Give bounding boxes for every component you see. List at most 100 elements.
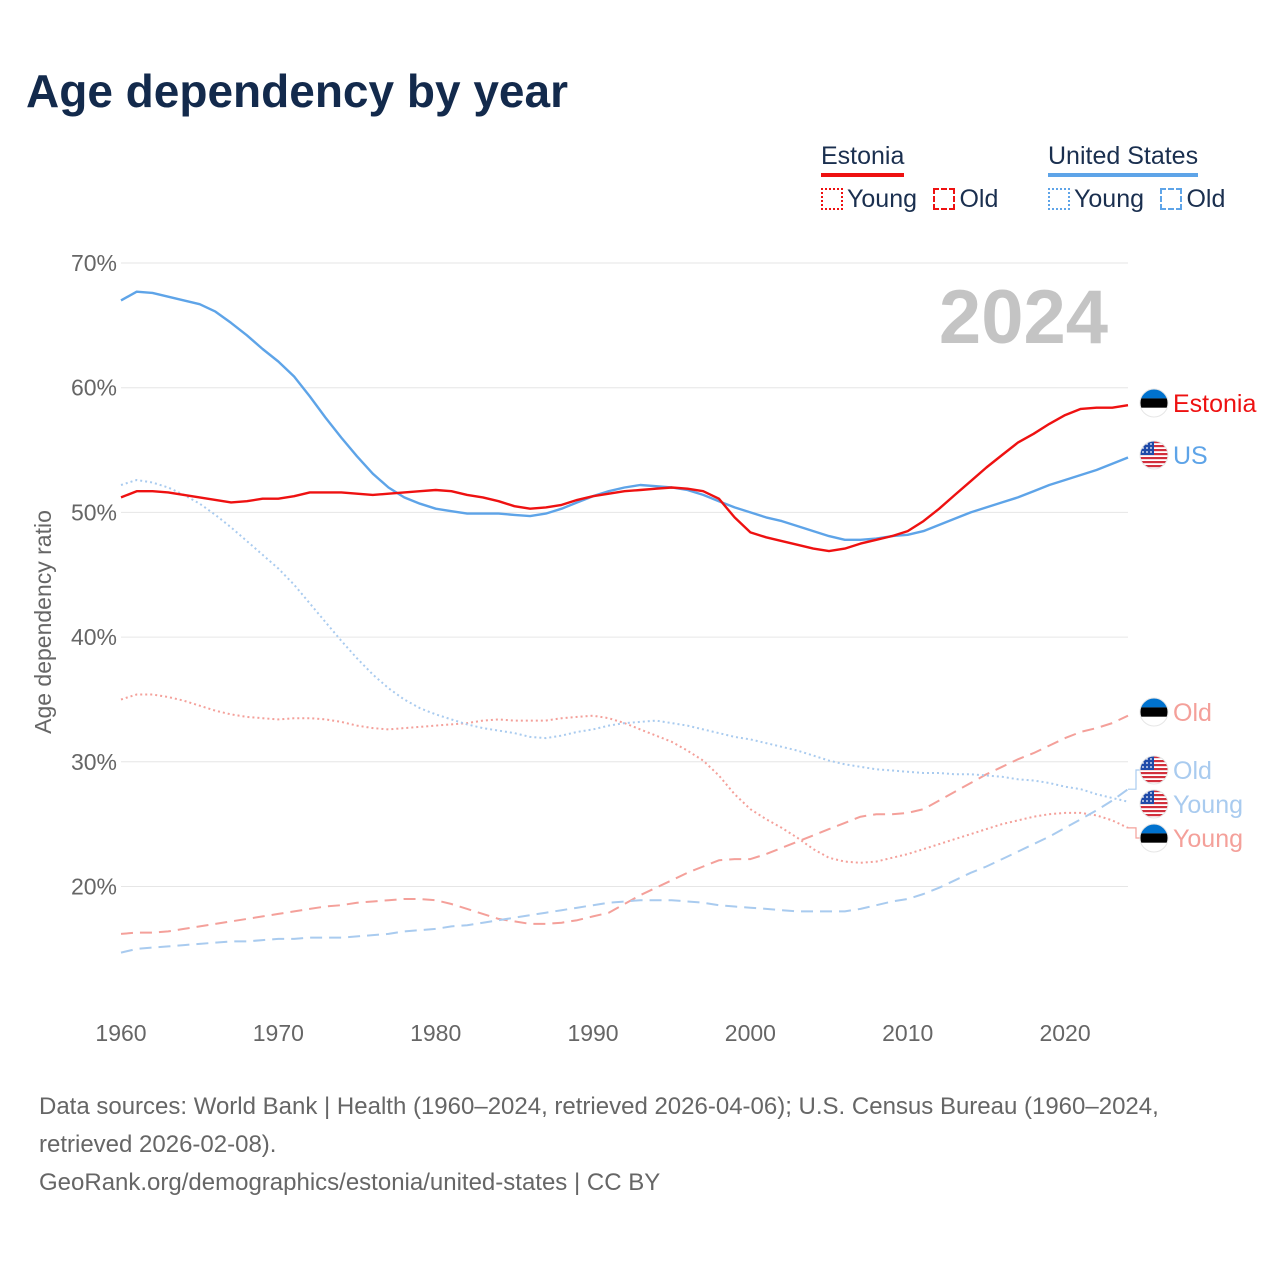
flag-stripe xyxy=(1140,398,1168,408)
legend-title-united-states[interactable]: United States xyxy=(1048,142,1199,177)
x-tick-label: 2000 xyxy=(725,1020,776,1046)
flag-ring xyxy=(1139,789,1169,819)
flag-star xyxy=(1146,796,1148,798)
flag-star xyxy=(1146,451,1148,453)
data-sources-note: Data sources: World Bank | Health (1960–… xyxy=(39,1093,1159,1158)
flag-star xyxy=(1142,758,1144,760)
x-tick-label: 2020 xyxy=(1039,1020,1090,1046)
flag-stripe xyxy=(1140,806,1168,809)
flag-stripe xyxy=(1140,455,1168,457)
flag-star xyxy=(1142,766,1144,768)
flag-star xyxy=(1146,766,1148,768)
flag-stripe xyxy=(1140,824,1168,834)
legend-group-united-states[interactable]: United States Young Old xyxy=(1048,142,1237,214)
flag-star xyxy=(1142,800,1144,802)
flag-star xyxy=(1150,451,1152,453)
flag-stripe xyxy=(1140,389,1168,399)
flag-stripe xyxy=(1140,816,1168,818)
y-tick-label: 70% xyxy=(71,250,117,276)
year-watermark: 2024 xyxy=(939,275,1108,360)
dashed-line-swatch-icon xyxy=(1160,188,1183,210)
end-label: US xyxy=(1173,442,1208,470)
credit-link[interactable]: GeoRank.org/demographics/estonia/united-… xyxy=(39,1169,661,1196)
flag-star xyxy=(1146,447,1148,449)
legend-group-estonia[interactable]: Estonia Young Old xyxy=(821,142,1010,214)
flag-star xyxy=(1142,443,1144,445)
x-tick-label: 1960 xyxy=(95,1020,146,1046)
flag-star xyxy=(1150,800,1152,802)
flag-stripe xyxy=(1140,833,1168,843)
x-tick-label: 2010 xyxy=(882,1020,933,1046)
flag-star xyxy=(1150,766,1152,768)
flag-ring xyxy=(1139,823,1169,853)
flag-stripe xyxy=(1140,772,1168,775)
y-tick-label: 50% xyxy=(71,499,117,525)
legend-item-us-old[interactable]: Old xyxy=(1160,185,1225,214)
flag-star xyxy=(1146,762,1148,764)
flag-stripe xyxy=(1140,774,1168,776)
flag-stripe xyxy=(1140,461,1168,464)
x-tick-label: 1990 xyxy=(567,1020,618,1046)
flag-ring xyxy=(1139,697,1169,727)
legend-label: Young xyxy=(1074,185,1144,213)
dotted-line-swatch-icon xyxy=(1048,188,1070,210)
y-tick-label: 30% xyxy=(71,749,117,775)
y-tick-label: 60% xyxy=(71,375,117,401)
end-label: Estonia xyxy=(1173,390,1256,418)
flag-stripe xyxy=(1140,778,1168,780)
series-line-estonia-old xyxy=(120,714,1129,935)
flag-stripe xyxy=(1140,465,1168,468)
flag-stripe xyxy=(1140,776,1168,779)
us-flag-icon xyxy=(1139,755,1169,785)
flag-star xyxy=(1142,792,1144,794)
flag-stripe xyxy=(1140,780,1168,783)
end-label: Old xyxy=(1173,757,1212,785)
legend-item-estonia-young[interactable]: Young xyxy=(821,185,917,214)
flag-stripe xyxy=(1140,707,1168,717)
flag-stripe xyxy=(1140,407,1168,417)
legend-item-us-young[interactable]: Young xyxy=(1048,185,1144,214)
flag-star xyxy=(1150,447,1152,449)
flag-ring xyxy=(1139,388,1169,418)
dotted-line-swatch-icon xyxy=(821,188,843,210)
flag-ring xyxy=(1139,755,1169,785)
flag-star xyxy=(1142,451,1144,453)
legend-label: Old xyxy=(1186,185,1226,213)
flag-stripe xyxy=(1140,467,1168,469)
flag-stripe xyxy=(1140,716,1168,726)
label-connector xyxy=(1128,827,1140,839)
flag-stripe xyxy=(1140,698,1168,708)
dashed-line-swatch-icon xyxy=(933,188,956,210)
y-axis-title: Age dependency ratio xyxy=(30,510,56,734)
flag-stripe xyxy=(1140,457,1168,460)
flag-stripe xyxy=(1140,812,1168,814)
y-tick-label: 20% xyxy=(71,874,117,900)
flag-star xyxy=(1150,796,1152,798)
chart-footer: Data sources: World Bank | Health (1960–… xyxy=(39,1088,1249,1202)
estonia-flag-icon xyxy=(1139,823,1169,853)
legend-title-estonia[interactable]: Estonia xyxy=(821,142,905,177)
series-line-estonia xyxy=(120,404,1129,553)
us-flag-icon xyxy=(1139,440,1169,470)
flag-stripe xyxy=(1140,782,1168,784)
flag-stripe xyxy=(1140,770,1168,772)
y-tick-label: 40% xyxy=(71,624,117,650)
x-tick-label: 1970 xyxy=(253,1020,304,1046)
flag-star xyxy=(1146,800,1148,802)
series-line-united-states-old xyxy=(120,788,1129,954)
line-chart: 2024 Age dependency ratio 20% 30% 40% 50% 60… xyxy=(30,250,1256,1046)
us-flag-icon xyxy=(1139,789,1169,819)
chart-title: Age dependency by year xyxy=(26,65,568,117)
estonia-flag-icon xyxy=(1139,697,1169,727)
legend-item-estonia-old[interactable]: Old xyxy=(933,185,998,214)
end-label: Old xyxy=(1173,699,1212,727)
flag-stripe xyxy=(1140,808,1168,810)
flag-stripe xyxy=(1140,804,1168,806)
estonia-flag-icon xyxy=(1139,388,1169,418)
flag-stripe xyxy=(1140,463,1168,465)
end-label: Young xyxy=(1173,791,1243,819)
flag-stripe xyxy=(1140,842,1168,852)
end-label: Young xyxy=(1173,825,1243,853)
legend-label: Young xyxy=(847,185,917,213)
flag-ring xyxy=(1139,440,1169,470)
